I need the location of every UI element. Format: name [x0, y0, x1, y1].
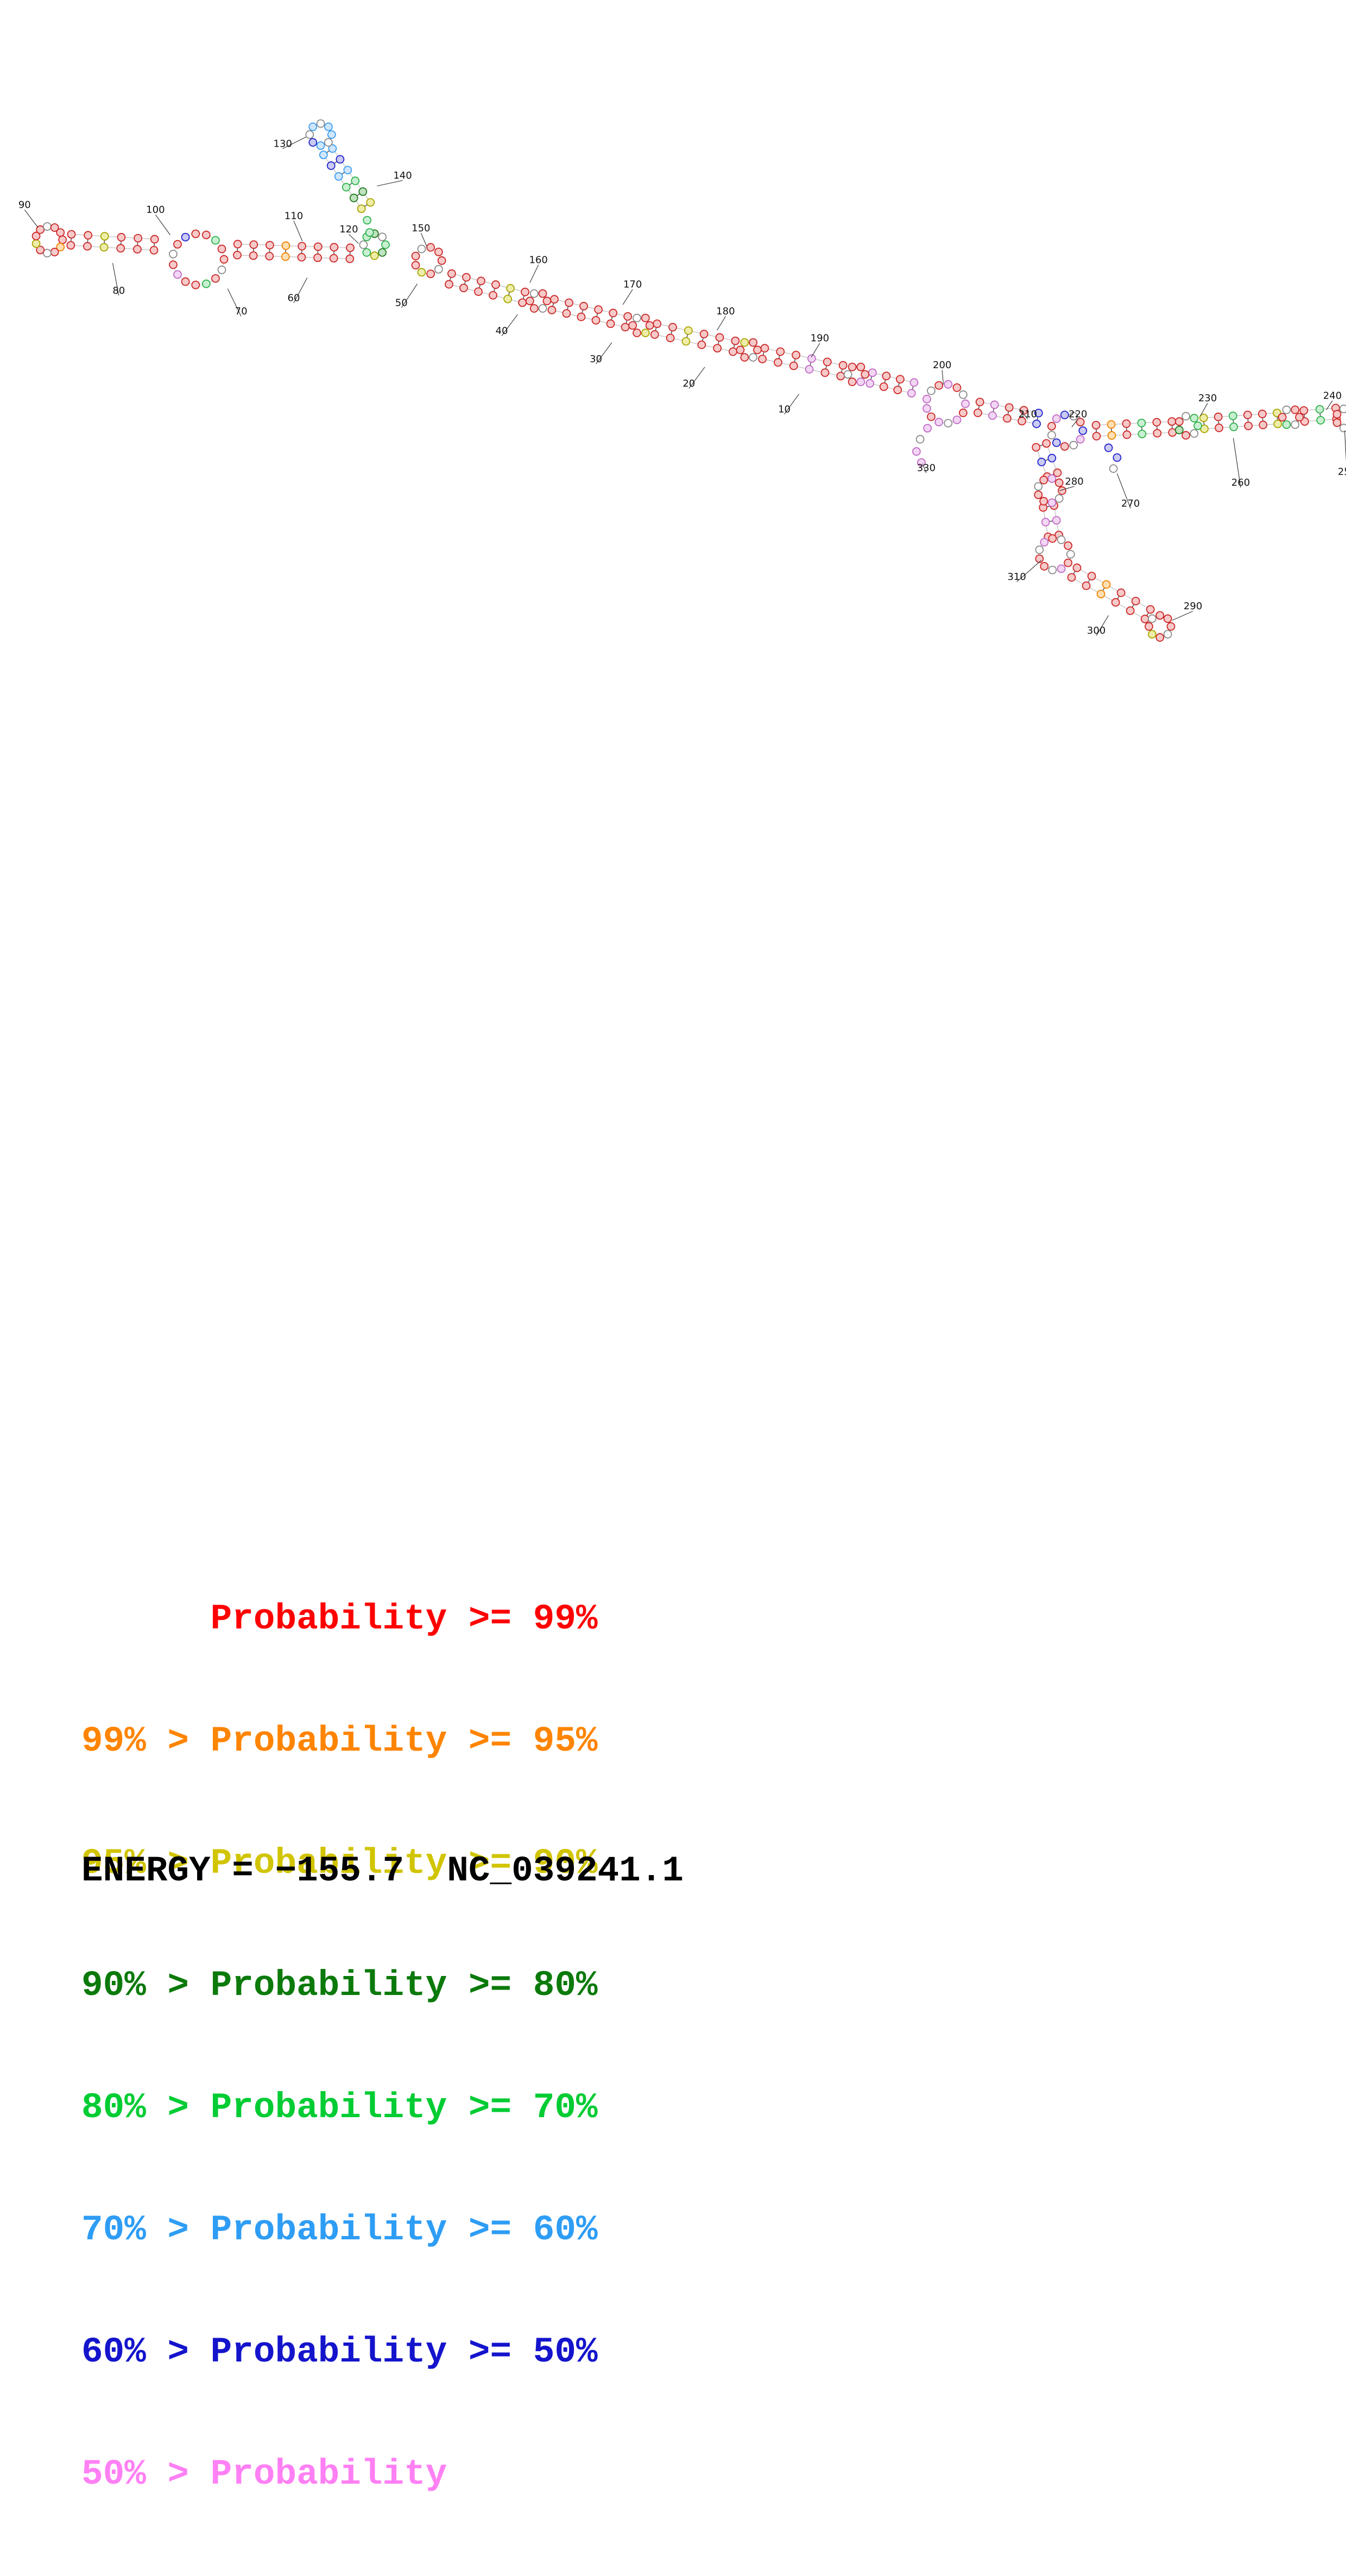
- svg-text:10: 10: [778, 403, 791, 415]
- legend-entry: 99% > Probability >= 95%: [81, 1721, 598, 1761]
- svg-text:70: 70: [235, 306, 248, 317]
- legend-entry: 80% > Probability >= 70%: [81, 2087, 598, 2128]
- svg-text:270: 270: [1121, 498, 1140, 509]
- svg-text:50: 50: [395, 297, 408, 308]
- svg-text:290: 290: [1184, 601, 1202, 612]
- legend-entry: Probability >= 99%: [81, 1599, 598, 1639]
- svg-text:240: 240: [1323, 390, 1342, 402]
- energy-label: ENERGY = −155.7 NC_039241.1: [81, 1851, 684, 1891]
- svg-text:160: 160: [529, 254, 547, 266]
- svg-text:200: 200: [933, 359, 951, 371]
- svg-text:170: 170: [623, 279, 642, 291]
- svg-text:210: 210: [1019, 408, 1037, 420]
- svg-text:280: 280: [1065, 476, 1083, 487]
- svg-text:60: 60: [288, 292, 300, 304]
- svg-text:30: 30: [590, 353, 602, 365]
- svg-text:110: 110: [285, 210, 303, 222]
- probability-legend: Probability >= 99% 99% > Probability >= …: [81, 1517, 598, 2576]
- legend-entry: 95% > Probability >= 90%: [81, 1843, 598, 1884]
- figure-page: 10 20 30 40 50 60 70 80 90 100 110 120 130 140 150 160 1…: [18, 119, 1346, 2495]
- svg-text:220: 220: [1069, 408, 1087, 420]
- svg-text:190: 190: [811, 333, 829, 344]
- svg-text:120: 120: [339, 224, 358, 235]
- legend-entry: 50% > Probability: [81, 2454, 447, 2495]
- svg-text:310: 310: [1007, 571, 1026, 583]
- svg-text:80: 80: [112, 285, 125, 296]
- rna-structure-diagram: 10 20 30 40 50 60 70 80 90 100 110 120 130 140 150 160 1…: [18, 119, 1346, 642]
- svg-text:20: 20: [683, 378, 695, 389]
- svg-text:250: 250: [1338, 466, 1346, 477]
- legend-entry: 60% > Probability >= 50%: [81, 2332, 598, 2372]
- svg-text:260: 260: [1231, 477, 1250, 489]
- svg-text:40: 40: [496, 325, 508, 337]
- svg-text:330: 330: [917, 462, 936, 473]
- svg-text:230: 230: [1198, 393, 1217, 404]
- svg-text:90: 90: [18, 199, 31, 211]
- svg-text:100: 100: [146, 204, 165, 216]
- legend-entry: 90% > Probability >= 80%: [81, 1965, 598, 2006]
- svg-text:140: 140: [393, 170, 412, 181]
- svg-text:180: 180: [716, 306, 735, 317]
- svg-text:300: 300: [1087, 625, 1105, 636]
- legend-entry: 70% > Probability >= 60%: [81, 2209, 598, 2250]
- svg-text:130: 130: [274, 138, 292, 149]
- svg-text:150: 150: [412, 223, 430, 234]
